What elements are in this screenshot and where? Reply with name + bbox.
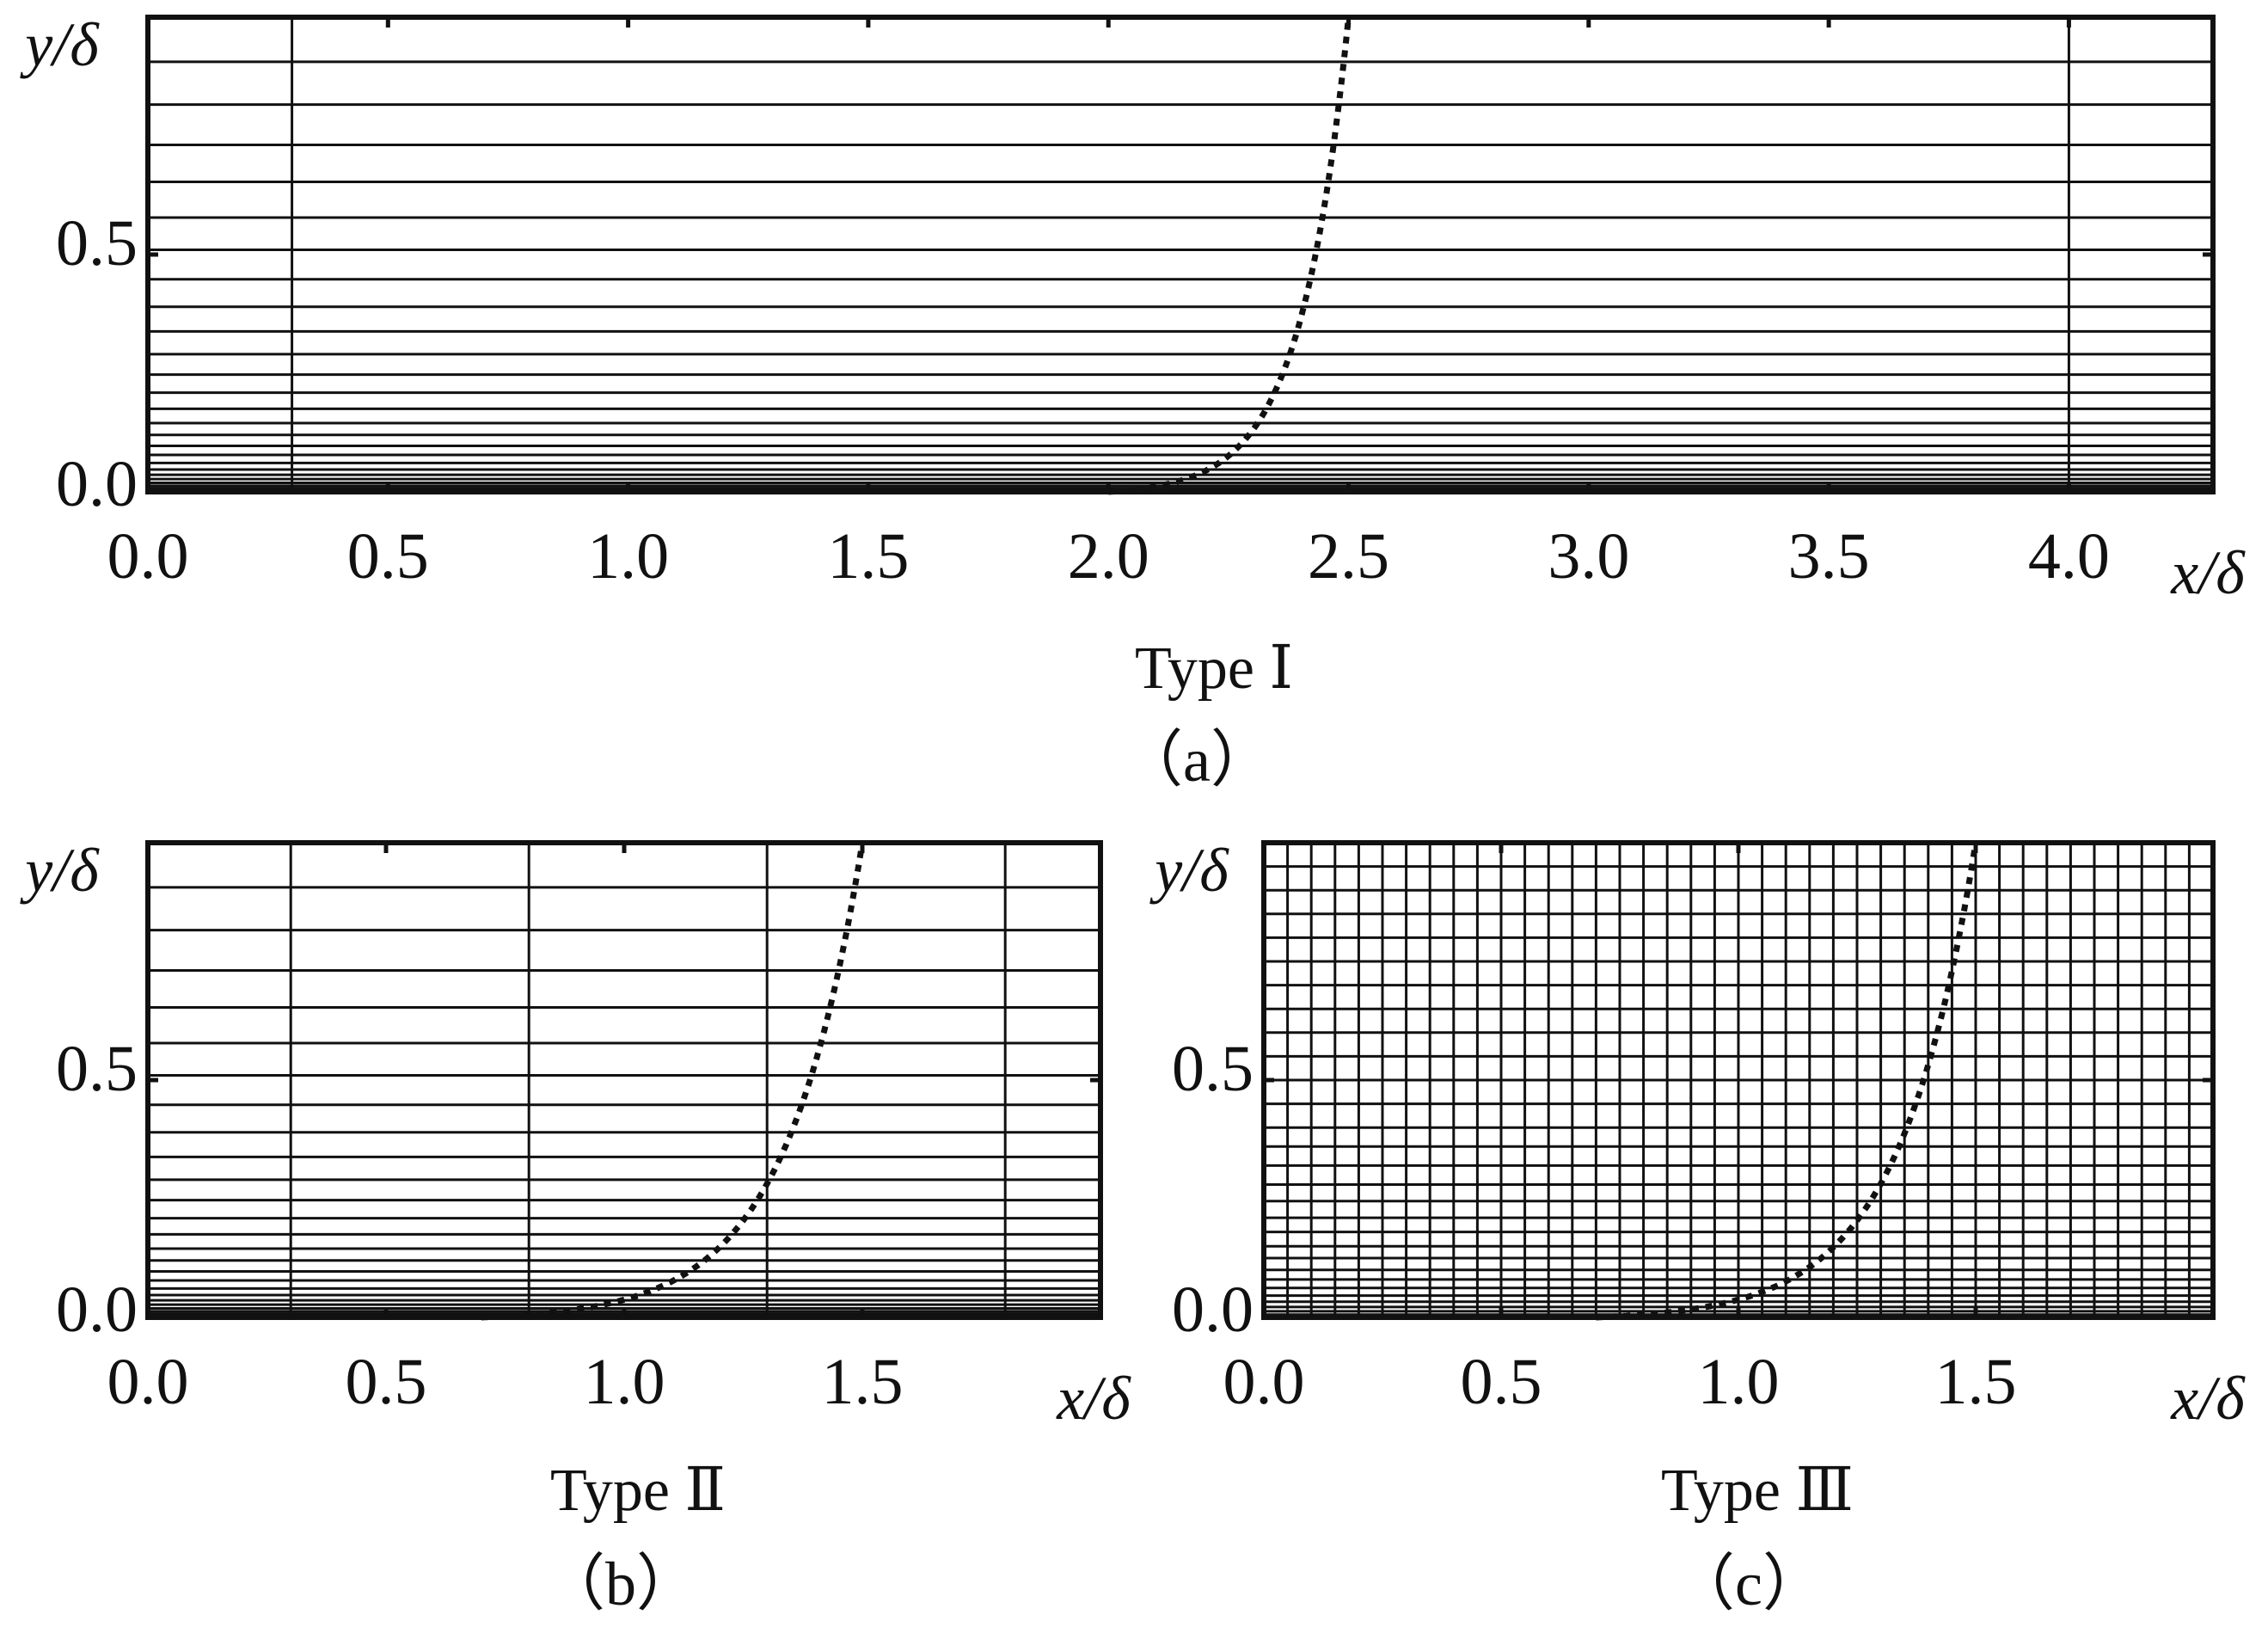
panel-c-caption: （c）	[1673, 1550, 1824, 1618]
panel-a-ytick-label-0: 0.0	[56, 448, 138, 520]
panel-a-xtick-label-0: 0.0	[107, 520, 189, 592]
panel-b-ytick-labels: 0.0 0.5	[56, 1033, 138, 1346]
panel-c-ylabel: y/δ	[1149, 836, 1229, 905]
panel-a-caption: （a）	[1121, 726, 1272, 795]
panel-a: 0.0 0.5 1.0 1.5 2.0 2.5 3.0 3.5 4.0 0.0 0.5 x/δ y…	[19, 10, 2246, 795]
panel-b-xlabel: x/δ	[1056, 1364, 1131, 1433]
panel-b-mesh	[148, 841, 1100, 1319]
panel-b-ticks	[145, 843, 1100, 1320]
panel-c-type-label: Type Ⅲ	[1661, 1458, 1854, 1524]
panel-c-xtick-label-0: 0.0	[1223, 1346, 1305, 1418]
panel-a-xtick-label-1: 0.5	[347, 520, 429, 592]
panel-c-mesh	[1264, 841, 2213, 1319]
panel-a-xlabel: x/δ	[2170, 538, 2246, 607]
panel-a-mesh	[148, 15, 2213, 494]
panel-a-ylabel: y/δ	[19, 10, 100, 79]
panel-a-ytick-labels: 0.0 0.5	[56, 207, 138, 520]
panel-c-xtick-label-3: 1.5	[1935, 1346, 2017, 1418]
panel-a-xtick-label-8: 4.0	[2028, 520, 2110, 592]
panel-a-xtick-label-2: 1.0	[587, 520, 669, 592]
panel-b-xtick-labels: 0.0 0.5 1.0 1.5	[107, 1346, 904, 1418]
panel-b-ytick-label-1: 0.5	[56, 1033, 138, 1105]
panel-c-xtick-label-1: 0.5	[1461, 1346, 1542, 1418]
panel-c-ytick-label-0: 0.0	[1172, 1274, 1254, 1346]
panel-b-curve	[481, 842, 866, 1321]
panel-c-xlabel: x/δ	[2170, 1364, 2246, 1433]
panel-b-caption: （b）	[543, 1550, 698, 1618]
panel-b-xtick-label-0: 0.0	[107, 1346, 189, 1418]
panel-b-type-label: Type Ⅱ	[550, 1458, 726, 1524]
panel-b-ytick-label-0: 0.0	[56, 1274, 138, 1346]
panel-a-xtick-label-6: 3.0	[1548, 520, 1629, 592]
panel-b-xtick-label-1: 0.5	[346, 1346, 427, 1418]
panel-a-xtick-label-7: 3.5	[1788, 520, 1870, 592]
panel-a-curve	[1107, 16, 1352, 495]
panel-a-ticks	[145, 17, 2213, 494]
panel-b: 0.0 0.5 1.0 1.5 0.0 0.5 x/δ y/δ Type Ⅱ （b）	[19, 836, 1131, 1618]
panel-a-frame	[145, 15, 2216, 494]
panel-b-xtick-label-2: 1.0	[584, 1346, 665, 1418]
panel-c-ytick-labels: 0.0 0.5	[1172, 1033, 1254, 1346]
panel-a-xtick-labels: 0.0 0.5 1.0 1.5 2.0 2.5 3.0 3.5 4.0	[107, 520, 2110, 592]
panel-c-ytick-label-1: 0.5	[1172, 1033, 1254, 1105]
panel-c-xtick-label-2: 1.0	[1698, 1346, 1780, 1418]
panel-c-xtick-labels: 0.0 0.5 1.0 1.5	[1223, 1346, 2017, 1418]
panel-a-xtick-label-3: 1.5	[827, 520, 909, 592]
panel-b-dotted-curve	[481, 842, 866, 1321]
panel-a-xtick-label-5: 2.5	[1308, 520, 1389, 592]
panel-a-xtick-label-4: 2.0	[1068, 520, 1149, 592]
panel-c-curve	[1596, 842, 1979, 1321]
panel-b-xtick-label-3: 1.5	[822, 1346, 904, 1418]
panel-a-ytick-label-1: 0.5	[56, 207, 138, 279]
panel-a-dotted-curve	[1107, 16, 1352, 495]
panel-a-type-label: Type Ⅰ	[1135, 635, 1293, 702]
panel-b-ylabel: y/δ	[19, 836, 100, 905]
panel-c-ticks	[1261, 843, 2213, 1320]
panel-c-dotted-curve	[1596, 842, 1979, 1321]
panel-c: 0.0 0.5 1.0 1.5 0.0 0.5 x/δ y/δ Type Ⅲ （c）	[1149, 836, 2246, 1618]
